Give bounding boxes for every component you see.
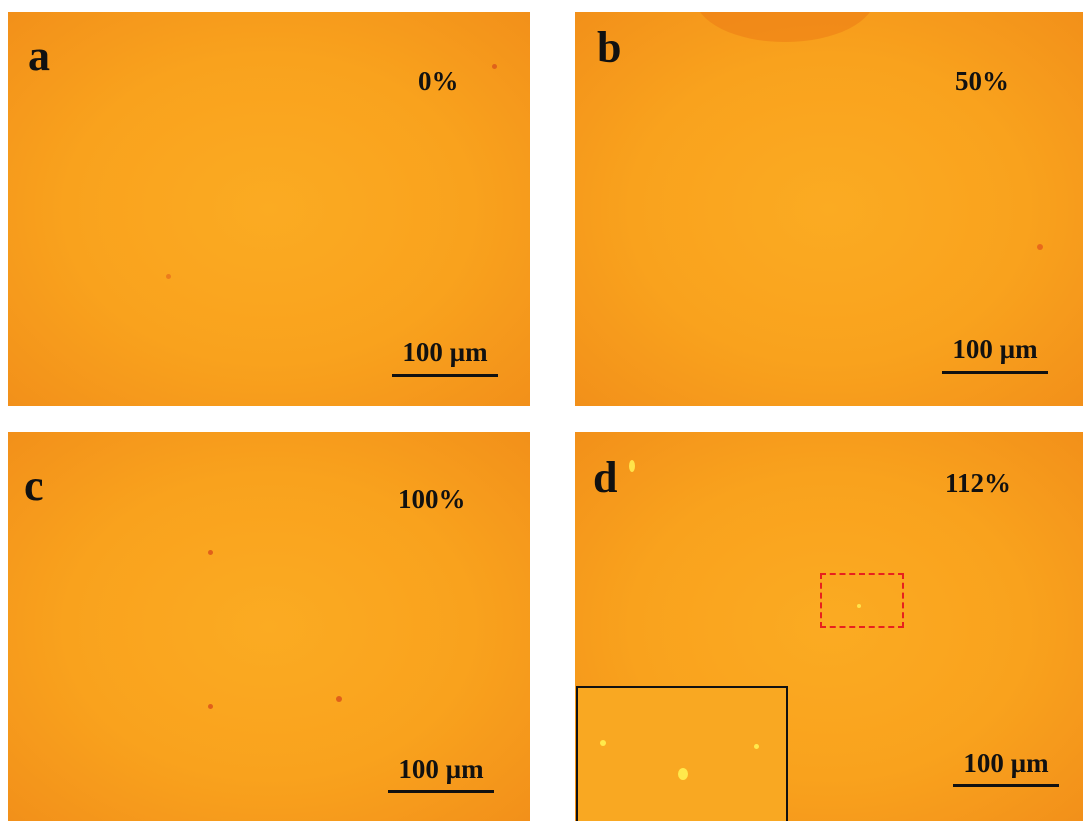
scale-label: 100 µm [942, 336, 1048, 363]
defect [336, 696, 342, 702]
defect [678, 768, 688, 780]
panel-b: b 50% 100 µm [575, 12, 1083, 406]
strain-label: 50% [955, 68, 1009, 95]
scale-bar [942, 371, 1048, 374]
strain-label: 100% [398, 486, 466, 513]
panel-letter: c [24, 464, 44, 508]
defect [208, 550, 213, 555]
zoom-region [820, 573, 904, 628]
panel-letter: a [28, 34, 50, 78]
defect [492, 64, 497, 69]
scale-label: 100 µm [392, 339, 498, 366]
defect [600, 740, 606, 746]
scale-bar [392, 374, 498, 377]
defect [629, 460, 635, 472]
scale-label: 100 µm [388, 756, 494, 783]
scale-bar [953, 784, 1059, 787]
scale-label: 100 µm [953, 750, 1059, 777]
panel-a: a 0% 100 µm [8, 12, 530, 406]
panel-c: c 100% 100 µm [8, 432, 530, 821]
figure: a 0% 100 µm b 50% 100 µm c 100% 100 µm d [0, 0, 1087, 821]
panel-letter: d [593, 456, 617, 500]
defect [1037, 244, 1043, 250]
strain-label: 112% [945, 470, 1011, 497]
defect [208, 704, 213, 709]
defect [166, 274, 171, 279]
inset [576, 686, 788, 821]
panel-d: d 112% 100 µm [575, 432, 1083, 821]
scale-bar [388, 790, 494, 793]
defect [754, 744, 759, 749]
strain-label: 0% [418, 68, 459, 95]
panel-letter: b [597, 26, 621, 70]
